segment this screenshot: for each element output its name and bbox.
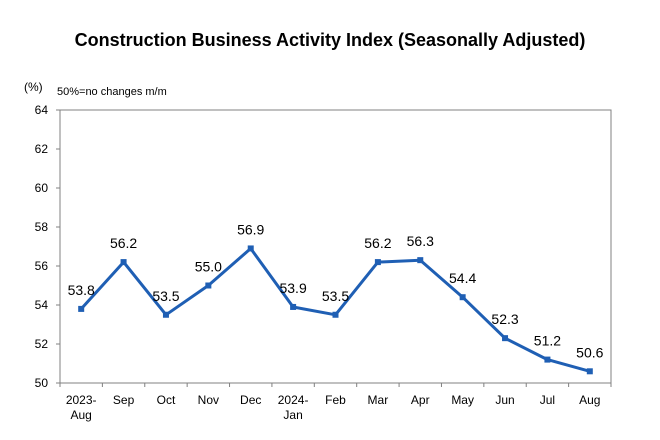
data-point	[162, 311, 169, 318]
data-label: 56.2	[110, 235, 137, 251]
data-label: 55.0	[195, 259, 222, 275]
data-label: 53.5	[322, 288, 349, 304]
y-tick-label: 58	[35, 220, 49, 234]
data-point	[332, 311, 339, 318]
y-unit-label: (%)	[24, 80, 43, 94]
x-tick-label: 2024-	[278, 393, 309, 407]
data-label: 53.5	[152, 288, 179, 304]
x-tick-label: Nov	[198, 393, 219, 407]
y-tick-label: 50	[35, 376, 49, 390]
data-label: 56.9	[237, 221, 264, 237]
data-label: 51.2	[534, 333, 561, 349]
data-point	[586, 368, 593, 375]
data-label: 56.3	[407, 233, 434, 249]
series-line	[80, 247, 591, 373]
data-point	[374, 259, 381, 266]
data-label: 54.4	[449, 270, 476, 286]
data-label: 50.6	[576, 344, 603, 360]
x-tick-label: Aug	[71, 408, 92, 422]
y-tick-label: 52	[35, 337, 49, 351]
x-tick-label: Sep	[113, 393, 135, 407]
y-tick-label: 56	[35, 259, 49, 273]
plot-area-frame	[59, 109, 612, 384]
data-labels: 53.8 56.2 53.5 55.0 56.9 53.9 53.5 56.2 56.3 54.4…	[68, 221, 604, 360]
y-tick-label: 64	[35, 103, 49, 117]
data-label: 53.9	[279, 280, 306, 296]
data-point	[78, 305, 85, 312]
x-tick-label: Dec	[240, 393, 261, 407]
x-tick-label: Jun	[495, 393, 514, 407]
data-point	[417, 257, 424, 264]
y-axis: 50 52 54 56 58 60 62 64	[35, 103, 60, 390]
series-layer	[78, 245, 593, 375]
data-point	[290, 303, 297, 310]
x-tick-label: Aug	[579, 393, 600, 407]
y-tick-label: 62	[35, 142, 49, 156]
data-point	[502, 335, 509, 342]
data-point	[205, 282, 212, 289]
y-tick-label: 54	[35, 298, 49, 312]
x-tick-label: Mar	[368, 393, 389, 407]
x-tick-label: Feb	[325, 393, 346, 407]
data-point	[459, 294, 466, 301]
x-tick-label: Oct	[157, 393, 176, 407]
x-tick-label: Apr	[411, 393, 430, 407]
x-tick-label: Jul	[540, 393, 555, 407]
data-label: 56.2	[364, 235, 391, 251]
data-point	[120, 259, 127, 266]
x-tick-label: Jan	[283, 408, 302, 422]
chart-title: Construction Business Activity Index (Se…	[74, 30, 586, 50]
data-label: 52.3	[491, 311, 518, 327]
data-label: 53.8	[68, 282, 95, 298]
y-tick-label: 60	[35, 181, 49, 195]
x-tick-label: 2023-	[66, 393, 97, 407]
chart-note: 50%=no changes m/m	[57, 86, 167, 98]
x-tick-label: May	[451, 393, 474, 407]
data-point	[544, 356, 551, 363]
data-point	[247, 245, 254, 252]
